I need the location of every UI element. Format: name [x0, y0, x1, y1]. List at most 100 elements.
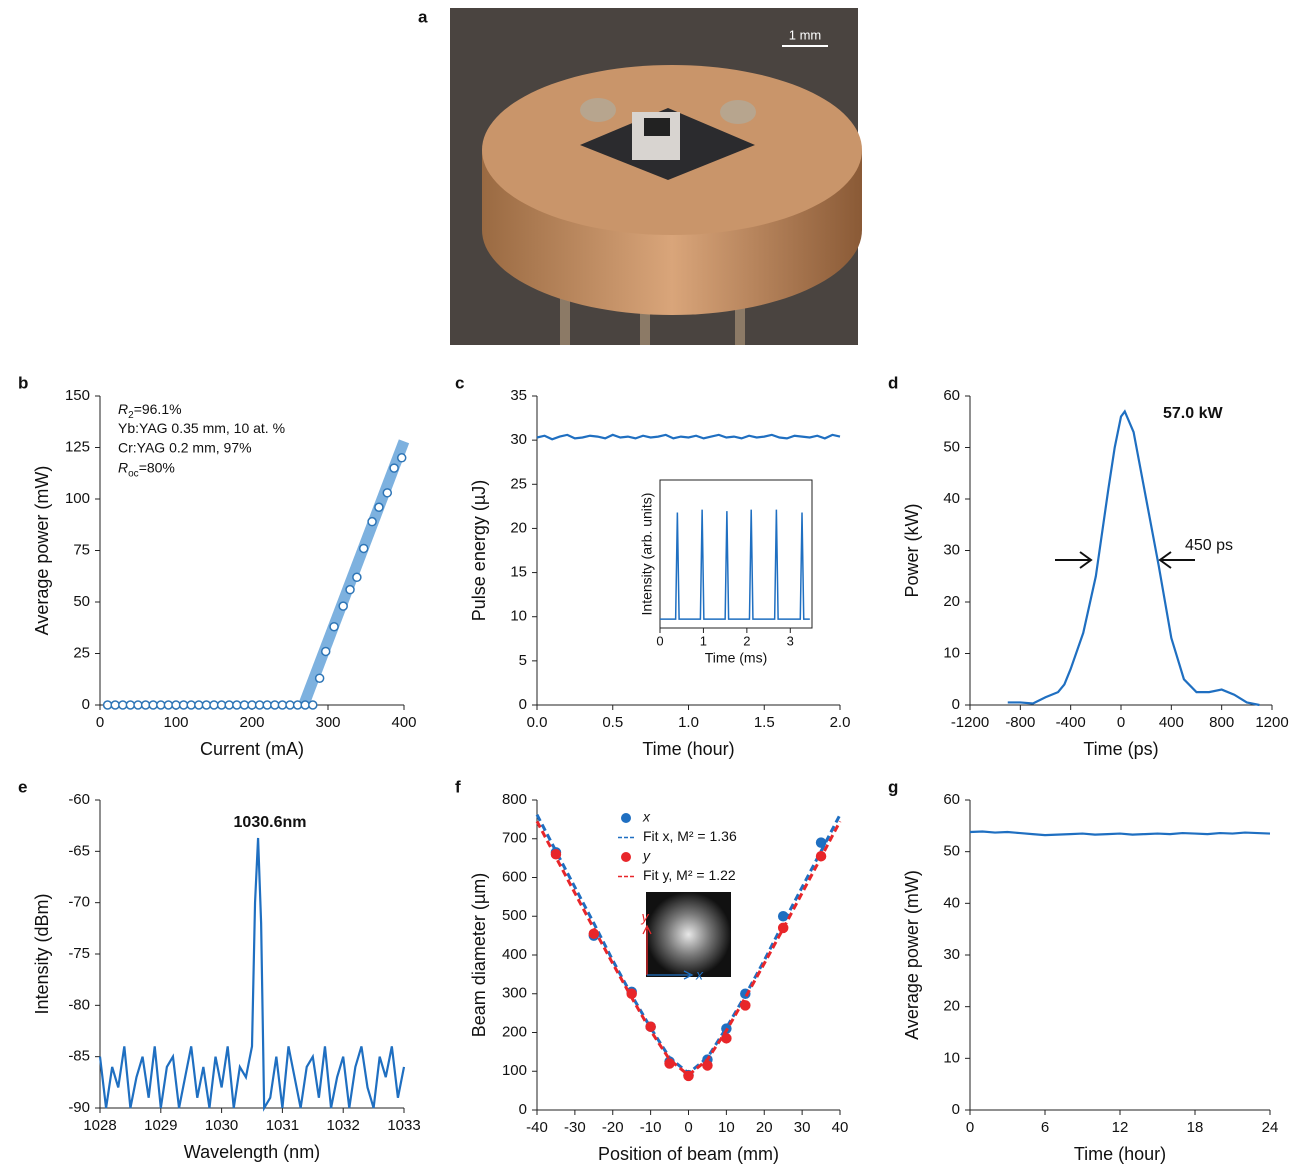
data-line: [969, 830, 1271, 837]
y-tick-label: -85: [68, 1048, 90, 1065]
x-tick-label: 1.0: [678, 714, 699, 731]
data-point: [224, 700, 234, 710]
data-point: [277, 700, 288, 710]
data-line: [1007, 409, 1260, 707]
y-tick-label: 800: [502, 791, 527, 808]
y-tick-label: 0: [952, 696, 960, 713]
data-point: [201, 700, 212, 710]
y-tick-label: 600: [502, 868, 527, 885]
y-tick-label: 50: [73, 593, 90, 610]
x-tick-label: 1: [700, 633, 707, 648]
data-point: [232, 700, 242, 710]
data-point: [239, 700, 250, 710]
y-tick-label: 0: [82, 696, 90, 713]
data-point: [285, 700, 295, 710]
data-point: [216, 700, 227, 710]
screw: [580, 98, 616, 122]
data-point: [352, 572, 362, 583]
x-tick-label: 18: [1187, 1119, 1204, 1136]
x-tick-label: -20: [602, 1119, 624, 1136]
y-tick-label: 0: [952, 1101, 960, 1118]
y-tick-label: 35: [510, 387, 527, 404]
x-axis-title: Time (ps): [1083, 739, 1158, 759]
legend-label: Fit x, M² = 1.36: [643, 828, 737, 844]
data-line: [536, 433, 841, 441]
y-tick-label: 100: [65, 490, 90, 507]
annotation-part: R: [118, 459, 128, 475]
y-axis-title: Pulse energy (µJ): [469, 480, 489, 621]
y-tick-label: -65: [68, 842, 90, 859]
x-tick-label: 2.0: [830, 714, 851, 731]
legend-marker: [621, 852, 631, 862]
inset-frame: [659, 479, 813, 629]
annotation-part: R: [118, 401, 128, 417]
y-tick-label: 150: [65, 387, 90, 404]
y-tick-label: 40: [943, 894, 960, 911]
panel-label: e: [18, 777, 27, 796]
y-tick-label: 200: [502, 1023, 527, 1040]
data-point: [396, 453, 407, 463]
x-tick-label: 1.5: [754, 714, 775, 731]
y-tick-label: 5: [519, 652, 527, 669]
data-point: [178, 700, 189, 710]
x-tick-label: 800: [1209, 714, 1234, 731]
y-tick-label: 10: [943, 1049, 960, 1066]
pin: [560, 290, 570, 345]
x-axis-title: Time (ms): [705, 650, 767, 666]
data-point: [382, 488, 393, 498]
y-tick-label: 60: [943, 791, 960, 808]
beam-axis-label: y: [641, 909, 650, 925]
y-axis-title: Beam diameter (µm): [469, 873, 489, 1037]
data-point: [358, 543, 369, 554]
data-point: [345, 584, 355, 595]
y-tick-label: -75: [68, 945, 90, 962]
y-tick-label: 10: [510, 608, 527, 625]
x-tick-label: 1032: [327, 1117, 360, 1134]
x-tick-label: 100: [163, 714, 188, 731]
x-tick-label: 24: [1262, 1119, 1279, 1136]
y-tick-label: 700: [502, 830, 527, 847]
legend-label: Fit y, M² = 1.22: [643, 867, 736, 883]
legend-label: y: [642, 848, 651, 864]
pin: [640, 290, 650, 345]
annotation: R2=96.1%: [118, 401, 182, 421]
x-axis-title: Wavelength (nm): [184, 1142, 320, 1162]
y-axis-title: Average power (mW): [32, 466, 52, 636]
data-point: [314, 673, 325, 683]
data-point: [140, 700, 151, 710]
x-tick-label: -400: [1056, 714, 1086, 731]
data-point: [148, 700, 158, 710]
beam-image: [646, 892, 731, 977]
peak-label: 57.0 kW: [1163, 405, 1223, 422]
x-tick-label: 0: [1117, 714, 1125, 731]
beam-axis: [647, 970, 694, 980]
panel-label: d: [888, 373, 898, 392]
x-tick-label: 1031: [266, 1117, 299, 1134]
x-tick-label: 300: [315, 714, 340, 731]
annotation: Cr:YAG 0.2 mm, 97%: [118, 440, 252, 456]
photo: 1 mm a: [418, 7, 862, 345]
x-tick-label: 3: [787, 633, 794, 648]
y-tick-label: 60: [943, 387, 960, 404]
y-tick-label: 30: [943, 541, 960, 558]
scale-label: 1 mm: [789, 27, 822, 42]
x-tick-label: 0.5: [602, 714, 623, 731]
data-point: [721, 1033, 732, 1044]
y-tick-label: 20: [510, 519, 527, 536]
annotation-part: =80%: [139, 459, 175, 475]
x-tick-label: 6: [1041, 1119, 1049, 1136]
panel-label: b: [18, 373, 28, 392]
y-tick-label: 20: [943, 593, 960, 610]
y-tick-label: 50: [943, 843, 960, 860]
data-point: [320, 646, 331, 657]
data-point: [308, 700, 318, 710]
x-tick-label: 0: [966, 1119, 974, 1136]
y-tick-label: 50: [943, 438, 960, 455]
x-tick-label: 10: [718, 1119, 735, 1136]
fit-line: [535, 820, 842, 1078]
x-tick-label: -1200: [951, 714, 989, 731]
y-axis-title: Intensity (dBm): [32, 893, 52, 1014]
data-point: [171, 700, 181, 710]
